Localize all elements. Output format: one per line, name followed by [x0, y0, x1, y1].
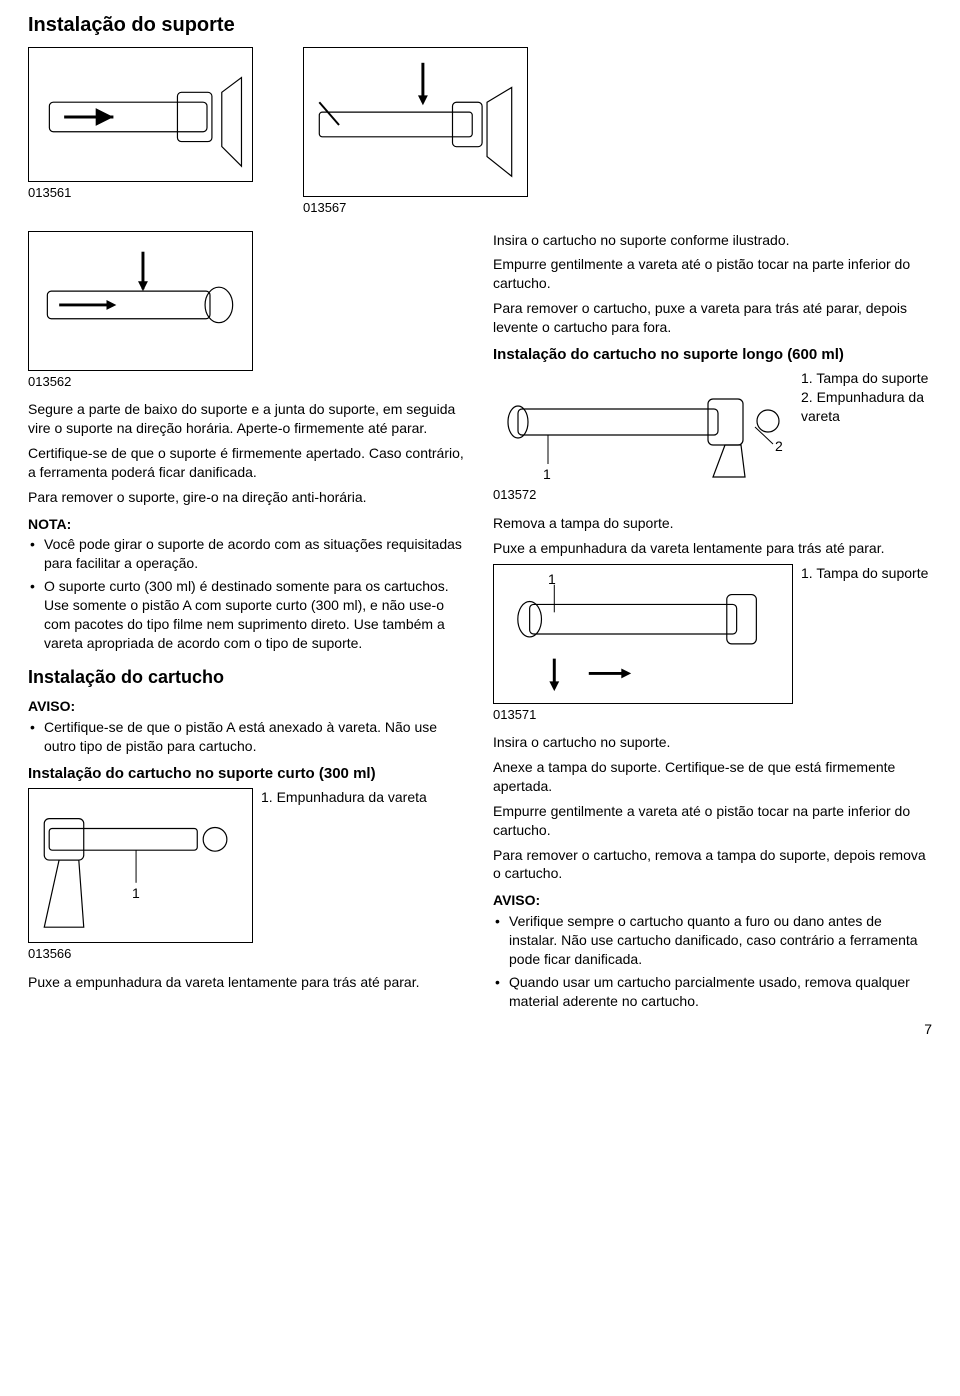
- figure-013571-block: 1 1. Tampa do suporte: [493, 564, 932, 704]
- figure-013571: [493, 564, 793, 704]
- top-figure-row: 013561 013567: [28, 47, 932, 227]
- note-label: NOTA:: [28, 515, 467, 534]
- figure-013571-id: 013571: [493, 706, 932, 724]
- aviso-label-left: AVISO:: [28, 697, 467, 716]
- figure-013561-id: 013561: [28, 184, 253, 202]
- aviso-label-right: AVISO:: [493, 891, 932, 910]
- install-support-title: Instalação do suporte: [28, 12, 932, 39]
- callout-2: 2: [775, 437, 783, 456]
- right-ins3: Empurre gentilmente a vareta até o pistã…: [493, 802, 932, 840]
- fig600-legend: 1. Tampa do suporte 2. Empunhadura da va…: [801, 369, 932, 426]
- left-column: 013562 Segure a parte de baixo do suport…: [28, 231, 467, 1017]
- figure-013572-block: 1 2 1. Tampa do suporte 2. Empunhadura d…: [493, 369, 932, 484]
- aviso-item: Certifique-se de que o pistão A está ane…: [28, 718, 467, 756]
- figure-013567: [303, 47, 528, 197]
- sub600-para2: Puxe a empunhadura da vareta lentamente …: [493, 539, 932, 558]
- figure-013566: [28, 788, 253, 943]
- figure-013561: [28, 47, 253, 182]
- sub600-para1: Remova a tampa do suporte.: [493, 514, 932, 533]
- main-columns: 013562 Segure a parte de baixo do suport…: [28, 231, 932, 1017]
- install-cartridge-title: Instalação do cartucho: [28, 665, 467, 689]
- right-column: Insira o cartucho no suporte conforme il…: [493, 231, 932, 1017]
- legend-item: 1. Tampa do suporte: [801, 564, 928, 583]
- callout-1: 1: [132, 884, 140, 903]
- aviso-list-left: Certifique-se de que o pistão A está ane…: [28, 718, 467, 756]
- figure-013567-id: 013567: [303, 199, 528, 217]
- right-ins1: Insira o cartucho no suporte.: [493, 733, 932, 752]
- figure-013566-block: 1 1. Empunhadura da vareta: [28, 788, 467, 943]
- aviso-item: Quando usar um cartucho parcialmente usa…: [493, 973, 932, 1011]
- section1-para1: Segure a parte de baixo do suporte e a j…: [28, 400, 467, 438]
- sub300-para: Puxe a empunhadura da vareta lentamente …: [28, 973, 467, 992]
- section1-para2: Certifique-se de que o suporte é firmeme…: [28, 444, 467, 482]
- right-para1: Insira o cartucho no suporte conforme il…: [493, 231, 932, 250]
- figure-013572-id: 013572: [493, 486, 932, 504]
- fig300-legend: 1. Empunhadura da vareta: [261, 788, 427, 943]
- legend-item: 2. Empunhadura da vareta: [801, 388, 932, 426]
- aviso-item: Verifique sempre o cartucho quanto a fur…: [493, 912, 932, 969]
- figure-013566-id: 013566: [28, 945, 467, 963]
- sub300-title: Instalação do cartucho no suporte curto …: [28, 764, 467, 784]
- section1-para3: Para remover o suporte, gire-o na direçã…: [28, 488, 467, 507]
- page-number: 7: [924, 1020, 932, 1039]
- note-list: Você pode girar o suporte de acordo com …: [28, 535, 467, 652]
- legend-item: 1. Tampa do suporte: [801, 369, 932, 388]
- note-item: Você pode girar o suporte de acordo com …: [28, 535, 467, 573]
- aviso-list-right: Verifique sempre o cartucho quanto a fur…: [493, 912, 932, 1010]
- figure-013572: [493, 369, 793, 484]
- note-item: O suporte curto (300 ml) é destinado som…: [28, 577, 467, 653]
- callout-1: 1: [548, 570, 556, 589]
- right-ins4: Para remover o cartucho, remova a tampa …: [493, 846, 932, 884]
- right-para2: Empurre gentilmente a vareta até o pistã…: [493, 255, 932, 293]
- figcap-legend: 1. Tampa do suporte: [801, 564, 928, 583]
- figure-013562-id: 013562: [28, 373, 467, 391]
- right-ins2: Anexe a tampa do suporte. Certifique-se …: [493, 758, 932, 796]
- callout-1: 1: [543, 465, 551, 484]
- legend-item: 1. Empunhadura da vareta: [261, 788, 427, 807]
- right-para3: Para remover o cartucho, puxe a vareta p…: [493, 299, 932, 337]
- figure-013562: [28, 231, 253, 371]
- sub600-title: Instalação do cartucho no suporte longo …: [493, 345, 932, 365]
